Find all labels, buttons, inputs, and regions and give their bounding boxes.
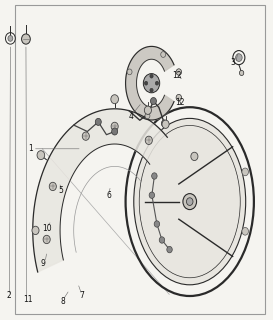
Text: 12: 12 xyxy=(175,98,184,107)
Circle shape xyxy=(176,94,182,101)
Text: 2: 2 xyxy=(6,292,11,300)
Circle shape xyxy=(43,235,50,244)
Text: 10: 10 xyxy=(42,224,52,233)
Circle shape xyxy=(239,70,244,76)
Circle shape xyxy=(167,246,172,253)
Circle shape xyxy=(95,118,101,125)
Circle shape xyxy=(150,98,156,105)
Circle shape xyxy=(112,128,118,135)
Circle shape xyxy=(49,182,56,191)
Text: 6: 6 xyxy=(106,191,111,200)
Text: 9: 9 xyxy=(41,260,46,268)
Circle shape xyxy=(183,194,197,210)
Circle shape xyxy=(242,168,248,176)
Circle shape xyxy=(236,54,242,61)
Circle shape xyxy=(144,106,152,114)
Circle shape xyxy=(150,74,153,78)
Circle shape xyxy=(32,226,39,235)
Text: 1: 1 xyxy=(29,144,33,153)
Circle shape xyxy=(154,221,160,227)
Circle shape xyxy=(161,52,166,57)
Circle shape xyxy=(143,74,160,93)
Polygon shape xyxy=(33,109,167,272)
Circle shape xyxy=(162,120,169,128)
Circle shape xyxy=(22,34,30,44)
Circle shape xyxy=(37,151,45,160)
Circle shape xyxy=(191,152,198,161)
Text: 3: 3 xyxy=(231,58,236,67)
Circle shape xyxy=(145,113,150,119)
Circle shape xyxy=(149,192,155,198)
Text: 8: 8 xyxy=(60,297,65,306)
Text: 12: 12 xyxy=(172,71,182,80)
Circle shape xyxy=(176,69,182,75)
Circle shape xyxy=(152,173,157,179)
Circle shape xyxy=(159,237,165,243)
Circle shape xyxy=(242,228,248,235)
Circle shape xyxy=(111,122,118,131)
Circle shape xyxy=(111,95,118,104)
Circle shape xyxy=(127,69,132,75)
Circle shape xyxy=(155,81,159,85)
Circle shape xyxy=(8,36,13,41)
Text: 7: 7 xyxy=(79,292,84,300)
Circle shape xyxy=(144,81,148,85)
Circle shape xyxy=(161,120,167,127)
Text: 4: 4 xyxy=(128,112,133,121)
Text: 5: 5 xyxy=(59,186,64,195)
Circle shape xyxy=(150,88,153,92)
Circle shape xyxy=(186,198,193,205)
Text: 11: 11 xyxy=(23,295,33,304)
Circle shape xyxy=(145,136,152,145)
Ellipse shape xyxy=(134,118,246,285)
Polygon shape xyxy=(126,46,174,120)
Circle shape xyxy=(82,132,89,140)
